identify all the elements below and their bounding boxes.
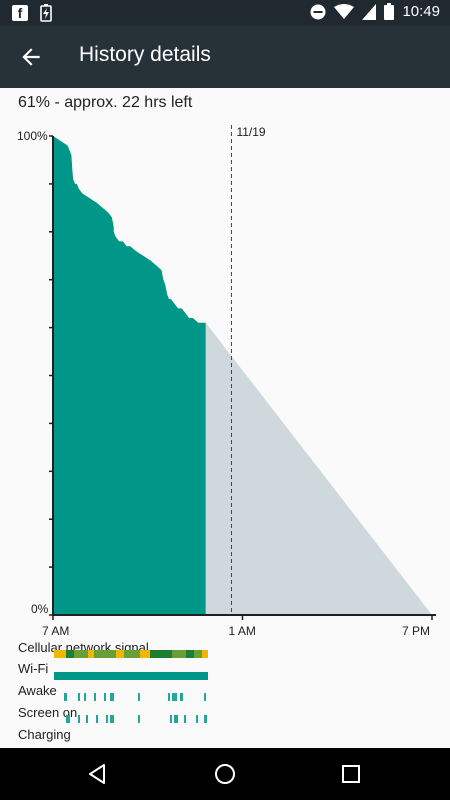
awake-track: [64, 693, 206, 701]
wifi-icon: [334, 3, 355, 19]
track-label-screen: Screen on: [18, 705, 78, 720]
screen-on-tick: [204, 715, 207, 723]
screen-on-tick: [170, 715, 172, 723]
screen-on-tick: [174, 715, 178, 723]
cellular-signal-segment: [116, 650, 124, 658]
awake-tick: [172, 693, 177, 701]
awake-tick: [64, 693, 67, 701]
cellular-signal-track: [54, 650, 208, 658]
awake-tick: [84, 693, 86, 701]
screen-on-tick: [196, 715, 198, 723]
cell-signal-icon: [362, 3, 377, 20]
battery-history-chart: 11/19 100% 0% 7 AM 1 AM 7 PM: [0, 120, 450, 640]
screen-on-tick: [184, 715, 186, 723]
x-tick-label-7am: 7 AM: [42, 624, 69, 638]
cellular-signal-segment: [88, 650, 94, 658]
awake-tick: [138, 693, 140, 701]
do-not-disturb-icon: [310, 4, 326, 19]
cellular-signal-segment: [186, 650, 194, 658]
battery-summary: 61% - approx. 22 hrs left: [18, 94, 193, 111]
screen-on-tick: [138, 715, 140, 723]
date-marker-label: 11/19: [236, 125, 265, 139]
cellular-signal-segment: [124, 650, 140, 658]
back-triangle-icon[interactable]: [86, 762, 110, 786]
navigation-bar: [0, 748, 450, 800]
awake-tick: [204, 693, 206, 701]
page-title: History details: [79, 43, 211, 66]
battery-charging-icon: [40, 4, 52, 22]
awake-tick: [180, 693, 183, 701]
cellular-signal-segment: [66, 650, 74, 658]
screen-on-tick: [78, 715, 80, 723]
awake-tick: [110, 693, 114, 701]
facebook-icon: f: [12, 5, 28, 21]
track-label-awake: Awake: [18, 683, 57, 698]
arrow-back-icon[interactable]: [18, 44, 44, 70]
awake-tick: [168, 693, 170, 701]
cellular-signal-segment: [150, 650, 172, 658]
screen-on-tick: [66, 715, 70, 723]
cellular-signal-segment: [194, 650, 202, 658]
cellular-signal-segment: [74, 650, 88, 658]
status-time: 10:49: [402, 3, 440, 20]
prediction-area: [205, 322, 432, 615]
awake-tick: [78, 693, 80, 701]
x-tick-label-1am: 1 AM: [229, 624, 256, 638]
awake-tick: [94, 693, 96, 701]
cellular-signal-segment: [54, 650, 66, 658]
home-circle-icon[interactable]: [213, 762, 237, 786]
screen-on-tick: [106, 715, 108, 723]
history-area: [53, 136, 206, 615]
y-label-bottom: 0%: [31, 602, 49, 616]
cellular-signal-segment: [140, 650, 150, 658]
status-bar: f 10:49: [0, 0, 450, 26]
screen-on-track: [66, 715, 207, 723]
recents-square-icon[interactable]: [339, 762, 363, 786]
y-label-top: 100%: [17, 129, 48, 143]
cellular-signal-segment: [202, 650, 208, 658]
track-label-wifi: Wi-Fi: [18, 661, 49, 676]
track-label-charging: Charging: [18, 727, 71, 742]
battery-chart-svg: 11/19 100% 0% 7 AM 1 AM 7 PM: [17, 125, 436, 638]
cellular-signal-segment: [94, 650, 116, 658]
x-tick-label-7pm: 7 PM: [402, 624, 430, 638]
history-tracks: Cellular network signal Wi-Fi Awake Scre…: [0, 638, 450, 748]
wifi-track: [54, 672, 208, 680]
screen-on-tick: [110, 715, 114, 723]
cellular-signal-segment: [172, 650, 186, 658]
app-bar: History details: [0, 26, 450, 88]
battery-icon: [384, 3, 395, 20]
screen-on-tick: [96, 715, 98, 723]
awake-tick: [104, 693, 106, 701]
screen-on-tick: [86, 715, 88, 723]
